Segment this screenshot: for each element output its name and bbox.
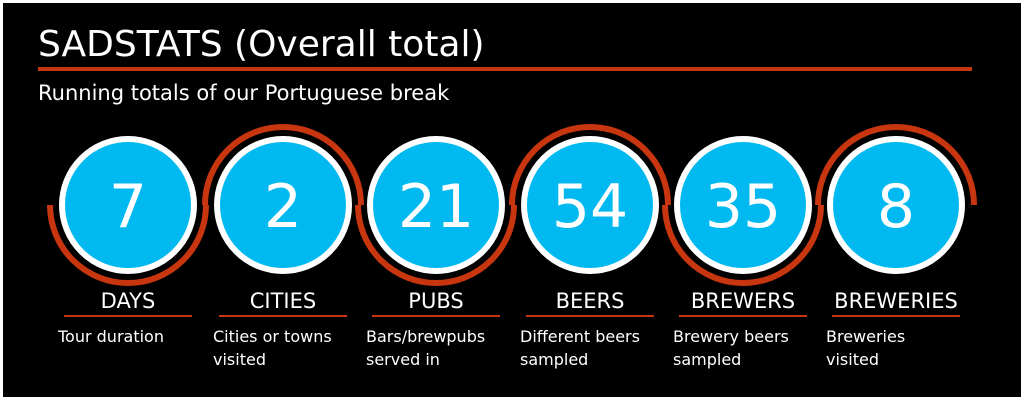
stat-description: sampled bbox=[520, 350, 588, 369]
stat-description: Tour duration bbox=[57, 327, 164, 346]
arc bbox=[202, 124, 364, 206]
stat-description: Brewery beers bbox=[673, 327, 789, 346]
stat-label: BEERS bbox=[556, 289, 625, 313]
stat-circle bbox=[827, 136, 965, 274]
arc bbox=[47, 204, 209, 286]
stat-description: Bars/brewpubs bbox=[366, 327, 485, 346]
stat-label: DAYS bbox=[101, 289, 156, 313]
stat-label: BREWERS bbox=[691, 289, 795, 313]
stat-description: visited bbox=[213, 350, 266, 369]
stat-circle bbox=[367, 136, 505, 274]
stat-label: CITIES bbox=[250, 289, 316, 313]
title: SADSTATS (Overall total) bbox=[38, 24, 485, 65]
subtitle: Running totals of our Portuguese break bbox=[38, 81, 450, 105]
stat-description: Different beers bbox=[520, 327, 640, 346]
stat-description: served in bbox=[366, 350, 440, 369]
stat-description: Breweries bbox=[826, 327, 905, 346]
stat-value: 2 bbox=[264, 172, 302, 242]
arc bbox=[509, 124, 671, 206]
stat-circle bbox=[214, 136, 352, 274]
stat-description: visited bbox=[826, 350, 879, 369]
stat-value: 21 bbox=[398, 172, 474, 242]
stat-value: 8 bbox=[877, 172, 915, 242]
stat-circle bbox=[674, 136, 812, 274]
stat-label: PUBS bbox=[408, 289, 463, 313]
stat-description: Cities or towns bbox=[213, 327, 332, 346]
arc bbox=[815, 124, 977, 206]
stat-description: sampled bbox=[673, 350, 741, 369]
arc bbox=[355, 204, 517, 286]
stat-value: 7 bbox=[109, 172, 147, 242]
stat-label: BREWERIES bbox=[834, 289, 958, 313]
stat-circle bbox=[59, 136, 197, 274]
arc bbox=[662, 204, 824, 286]
stat-value: 35 bbox=[705, 172, 781, 242]
stat-value: 54 bbox=[552, 172, 628, 242]
stat-circle bbox=[521, 136, 659, 274]
